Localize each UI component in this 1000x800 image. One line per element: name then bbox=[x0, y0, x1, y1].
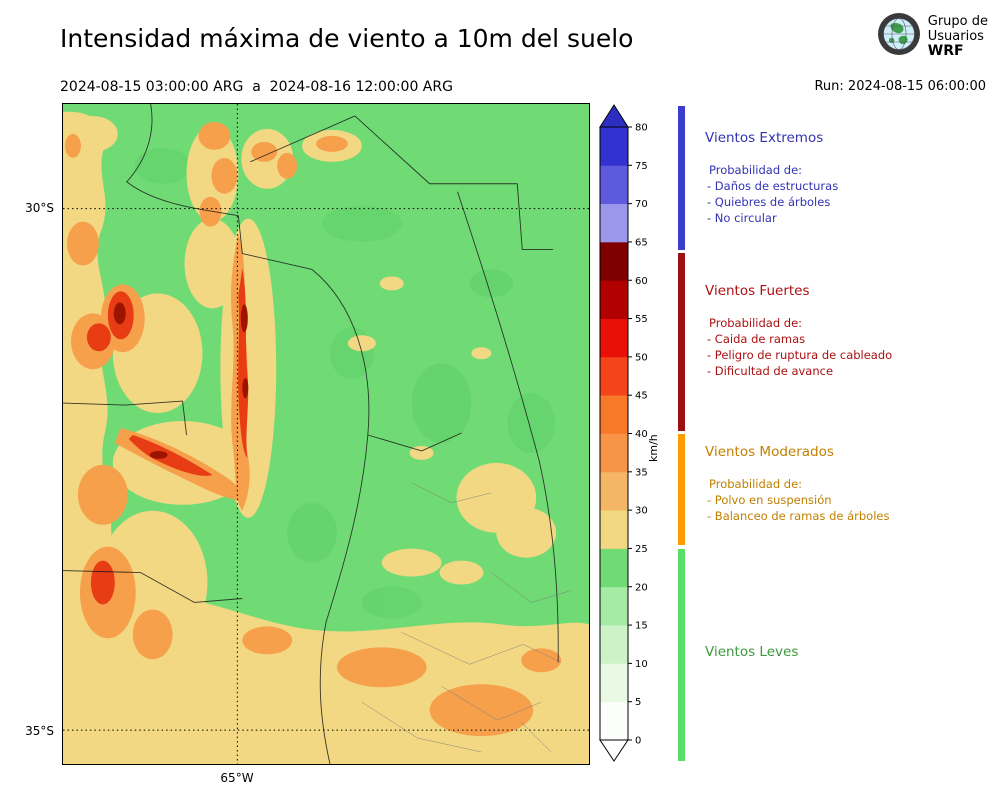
svg-text:45: 45 bbox=[635, 391, 648, 402]
page-title: Intensidad máxima de viento a 10m del su… bbox=[60, 24, 634, 53]
wrf-users-group-logo: Grupo de Usuarios WRF bbox=[877, 12, 988, 60]
legend-title-moderados: Vientos Moderados bbox=[705, 444, 834, 460]
model-run-timestamp: Run: 2024-08-15 06:00:00 bbox=[814, 79, 986, 94]
legend-item: - Dificultad de avance bbox=[707, 364, 834, 378]
svg-text:25: 25 bbox=[635, 544, 648, 555]
svg-text:20: 20 bbox=[635, 582, 648, 593]
legend-item: - No circular bbox=[707, 211, 777, 225]
svg-text:0: 0 bbox=[635, 736, 641, 747]
legend-bar-moderados bbox=[678, 434, 685, 545]
province-borders bbox=[63, 104, 559, 764]
logo-text: Grupo de Usuarios WRF bbox=[928, 14, 988, 59]
legend-item: - Caida de ramas bbox=[707, 332, 806, 346]
forecast-period: 2024-08-15 03:00:00 ARG a 2024-08-16 12:… bbox=[60, 79, 453, 95]
svg-text:30: 30 bbox=[635, 506, 648, 517]
wind-intensity-map bbox=[62, 103, 590, 765]
logo-line-1: Grupo de bbox=[927, 13, 988, 29]
legend-vientos-extremos: Vientos Extremos Probabilidad de: - Daño… bbox=[678, 106, 983, 250]
colorbar-unit-label: km/h bbox=[647, 434, 660, 462]
legend-vientos-leves: Vientos Leves bbox=[678, 549, 983, 761]
legend-item: - Quiebres de árboles bbox=[707, 195, 831, 209]
svg-text:50: 50 bbox=[635, 352, 648, 363]
legend-item: - Balanceo de ramas de árboles bbox=[707, 509, 890, 523]
logo-line-wrf: WRF bbox=[927, 42, 964, 59]
legend-item: - Peligro de ruptura de cableado bbox=[707, 348, 893, 362]
legend-item: - Polvo en suspensión bbox=[707, 493, 832, 507]
legend-vientos-fuertes: Vientos Fuertes Probabilidad de: - Caida… bbox=[678, 253, 983, 431]
legend-vientos-moderados: Vientos Moderados Probabilidad de: - Pol… bbox=[678, 434, 983, 545]
legend-title-extremos: Vientos Extremos bbox=[705, 130, 824, 146]
svg-text:75: 75 bbox=[635, 161, 648, 172]
lat-tick-30s: 30°S bbox=[25, 201, 54, 215]
lat-tick-35s: 35°S bbox=[25, 724, 54, 738]
legend-intro-moderados: Probabilidad de: bbox=[709, 477, 803, 491]
department-borders bbox=[361, 482, 572, 753]
svg-text:65: 65 bbox=[635, 237, 648, 248]
legend-item: - Daños de estructuras bbox=[707, 179, 839, 193]
svg-text:10: 10 bbox=[635, 659, 648, 670]
legend-bar-leves bbox=[678, 549, 685, 761]
svg-text:5: 5 bbox=[635, 697, 641, 708]
svg-text:70: 70 bbox=[635, 199, 648, 210]
svg-text:80: 80 bbox=[635, 123, 648, 134]
wind-map-svg bbox=[63, 104, 589, 764]
svg-text:15: 15 bbox=[635, 621, 648, 632]
logo-line-2: Usuarios bbox=[927, 28, 984, 44]
globe-icon bbox=[877, 12, 921, 60]
svg-text:60: 60 bbox=[635, 276, 648, 287]
legend-bar-fuertes bbox=[678, 253, 685, 431]
legend-bar-extremos bbox=[678, 106, 685, 250]
legend-intro-extremos: Probabilidad de: bbox=[709, 163, 803, 177]
legend-intro-fuertes: Probabilidad de: bbox=[709, 316, 803, 330]
wind-speed-colorbar: 0 5 10 15 20 25 30 35 40 45 50 55 60 65 70 75 80 bbox=[599, 104, 648, 762]
svg-text:55: 55 bbox=[635, 314, 648, 325]
svg-text:40: 40 bbox=[635, 429, 648, 440]
legend-title-leves: Vientos Leves bbox=[705, 644, 799, 660]
lon-tick-65w: 65°W bbox=[220, 771, 254, 785]
svg-text:35: 35 bbox=[635, 467, 648, 478]
legend-title-fuertes: Vientos Fuertes bbox=[705, 283, 810, 299]
map-darkred-spots bbox=[113, 302, 249, 459]
